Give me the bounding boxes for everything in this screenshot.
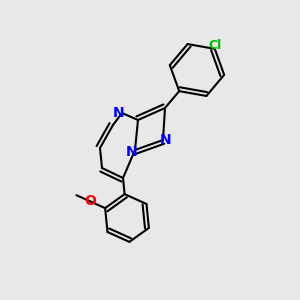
Text: N: N xyxy=(112,106,124,120)
Text: N: N xyxy=(126,145,138,158)
Text: Cl: Cl xyxy=(208,39,221,52)
Text: N: N xyxy=(160,133,172,147)
Text: O: O xyxy=(84,194,96,208)
